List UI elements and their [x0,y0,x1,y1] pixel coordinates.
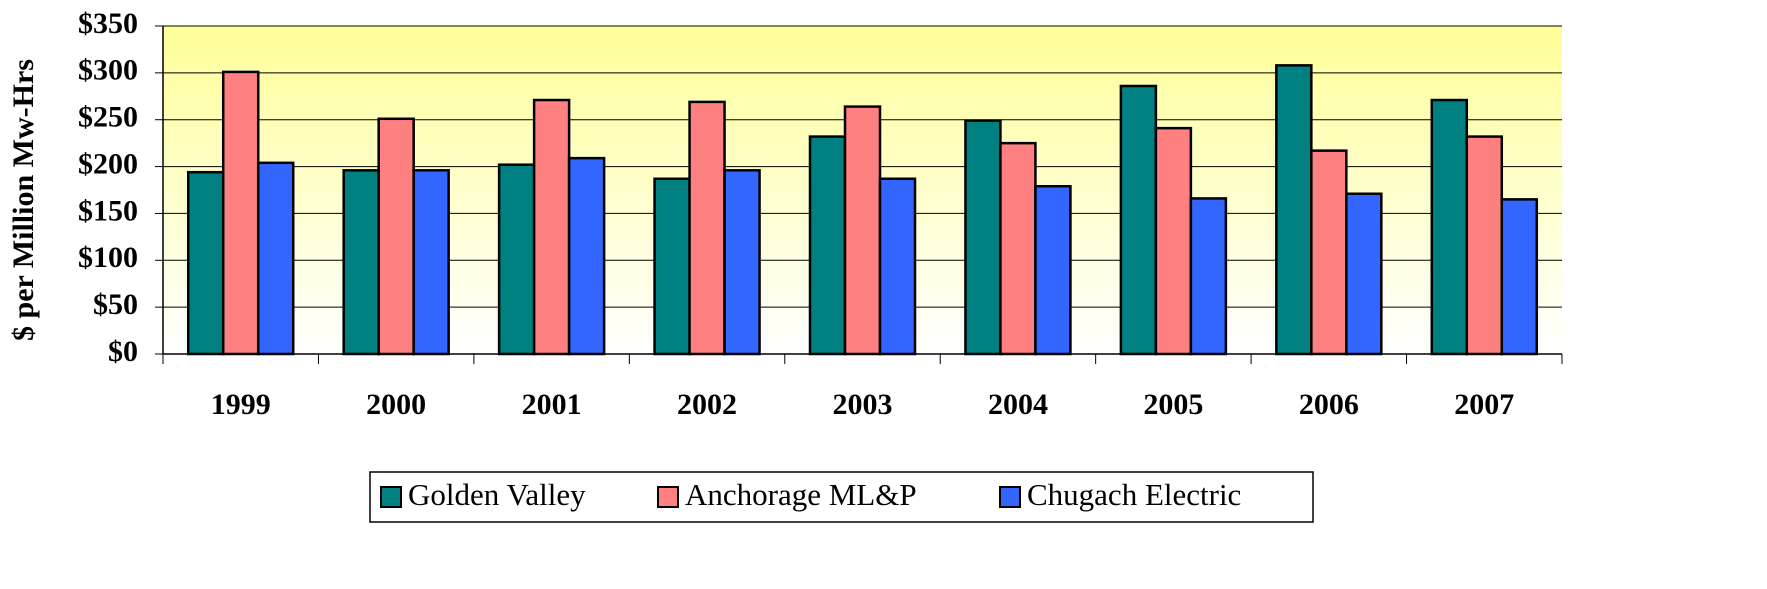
y-tick-label: $0 [108,335,138,368]
bar [1119,84,1158,356]
bar [1034,185,1072,356]
legend-swatch [380,486,402,508]
x-tick-label: 2005 [1143,388,1203,421]
bar [1154,126,1193,356]
bar [999,141,1037,356]
bar [532,98,571,356]
x-tick-label: 2001 [522,388,582,421]
bar [221,70,260,356]
bar [688,100,726,356]
bar [1465,135,1504,356]
bar [1500,198,1539,356]
y-tick-label: $300 [78,54,138,87]
legend-swatch [657,486,679,508]
bar [256,161,295,356]
x-tick-label: 2002 [677,388,737,421]
x-tick-label: 1999 [211,388,271,421]
bar [808,135,847,356]
legend [369,471,1314,523]
bar [1345,192,1383,356]
y-tick-label: $350 [78,7,138,40]
bar [1430,98,1469,356]
bar [964,119,1002,356]
x-tick-label: 2003 [833,388,893,421]
x-tick-label: 2000 [366,388,426,421]
x-tick-label: 2006 [1299,388,1359,421]
y-tick-label: $100 [78,241,138,274]
bar [878,177,917,356]
y-tick-label: $250 [78,101,138,134]
legend-label: Anchorage ML&P [685,477,917,512]
bar [412,169,450,356]
bar [723,169,761,356]
legend-label: Chugach Electric [1027,477,1241,512]
legend-swatch [999,486,1021,508]
bar [653,177,691,356]
bar [843,105,882,356]
bar [342,169,380,356]
bar [186,170,225,356]
legend-label: Golden Valley [408,477,586,512]
bar [497,163,536,356]
y-tick-label: $200 [78,147,138,180]
bar [1310,149,1348,356]
x-tick-label: 2004 [988,388,1048,421]
y-tick-label: $50 [93,288,138,321]
bar [1275,64,1313,356]
bar [1189,197,1228,356]
y-tick-label: $150 [78,194,138,227]
bar [377,117,415,356]
x-tick-label: 2007 [1454,388,1514,421]
bar [567,156,606,356]
y-axis-label: $ per Million Mw-Hrs [7,59,40,341]
